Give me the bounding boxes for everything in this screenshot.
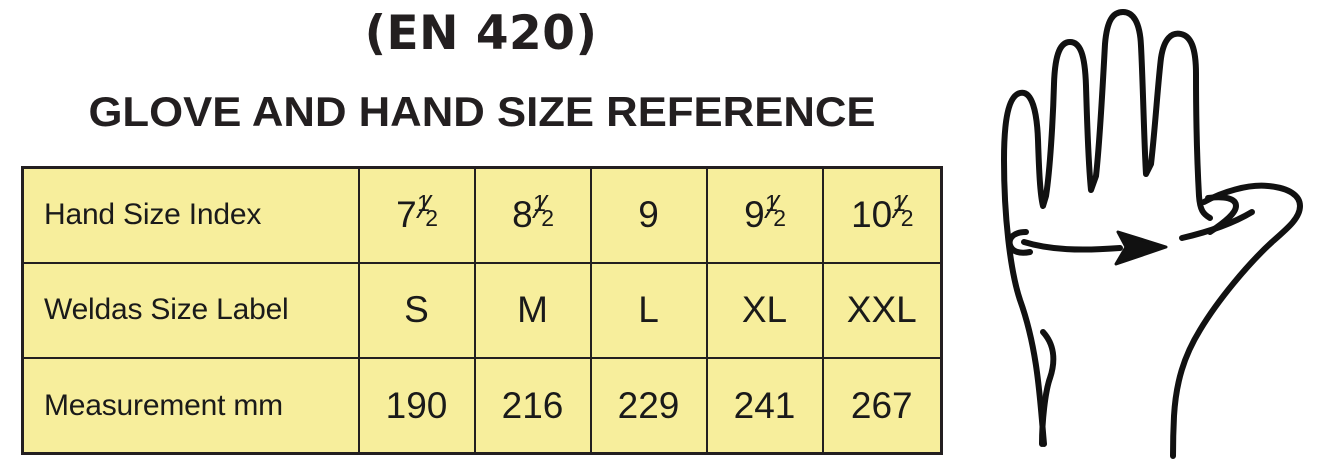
fraction-numerator: 1 (765, 189, 778, 216)
row-label-measurement-mm: Measurement mm (22, 357, 360, 454)
table-row: Hand Size Index 7 1 ⁄ 2 8 1 ⁄ 2 9 9 1 ⁄ 2 10 1 ⁄ 2 (22, 167, 942, 264)
size-reference-panel: (EN 420) GLOVE AND HAND SIZE REFERENCE H… (21, 6, 943, 455)
table-row: Measurement mm 190 216 229 241 267 (22, 357, 942, 454)
value-whole: 8 (512, 194, 533, 236)
value-whole: 10 (851, 194, 893, 236)
glove-size-table: Hand Size Index 7 1 ⁄ 2 8 1 ⁄ 2 9 9 1 ⁄ 2 10 1 ⁄ 2 W… (21, 166, 943, 455)
hand-measurement-illustration (960, 0, 1329, 469)
cell-measurement-xl: 241 (705, 357, 824, 454)
fraction-slash: ⁄ (898, 189, 904, 227)
cell-hand-size-index-xl: 9 1 ⁄ 2 (705, 167, 824, 264)
fraction-one-half: 1 ⁄ 2 (893, 191, 914, 231)
value-whole: 9 (638, 194, 659, 236)
cell-hand-size-index-xxl: 10 1 ⁄ 2 (821, 167, 942, 264)
fraction-numerator: 1 (892, 189, 906, 216)
cell-hand-size-index-l: 9 (589, 167, 708, 264)
cell-weldas-size-m: M (473, 261, 592, 360)
cell-weldas-size-xl: XL (705, 261, 824, 360)
fraction-denominator: 2 (900, 204, 914, 231)
fraction-one-half: 1 ⁄ 2 (765, 191, 787, 231)
fraction-denominator: 2 (541, 204, 555, 231)
fraction-denominator: 2 (425, 204, 439, 231)
cell-measurement-xxl: 267 (821, 357, 942, 454)
hand-outline-icon (1001, 9, 1303, 459)
fraction-slash: ⁄ (538, 189, 545, 227)
cell-hand-size-index-s: 7 1 ⁄ 2 (357, 167, 476, 264)
cell-weldas-size-s: S (357, 261, 476, 360)
cell-measurement-m: 216 (473, 357, 592, 454)
row-label-hand-size-index: Hand Size Index (22, 167, 360, 264)
fraction-one-half: 1 ⁄ 2 (533, 191, 555, 231)
page-title: GLOVE AND HAND SIZE REFERENCE (88, 88, 876, 135)
cell-weldas-size-l: L (589, 261, 708, 360)
measurement-arrow-icon (1114, 230, 1168, 266)
value-whole: 7 (396, 194, 417, 236)
fraction-denominator: 2 (773, 204, 787, 231)
fraction-one-half: 1 ⁄ 2 (417, 191, 439, 231)
fraction-slash: ⁄ (422, 189, 429, 227)
cell-hand-size-index-m: 8 1 ⁄ 2 (473, 167, 592, 264)
value-whole: 9 (744, 194, 765, 236)
fraction-numerator: 1 (417, 189, 430, 216)
cell-measurement-s: 190 (357, 357, 476, 454)
cell-measurement-l: 229 (589, 357, 708, 454)
table-row: Weldas Size Label S M L XL XXL (22, 261, 942, 360)
standard-title: (EN 420) (364, 6, 598, 61)
cell-weldas-size-xxl: XXL (821, 261, 942, 360)
row-label-weldas-size-label: Weldas Size Label (22, 261, 360, 360)
fraction-slash: ⁄ (770, 189, 777, 227)
fraction-numerator: 1 (533, 189, 546, 216)
